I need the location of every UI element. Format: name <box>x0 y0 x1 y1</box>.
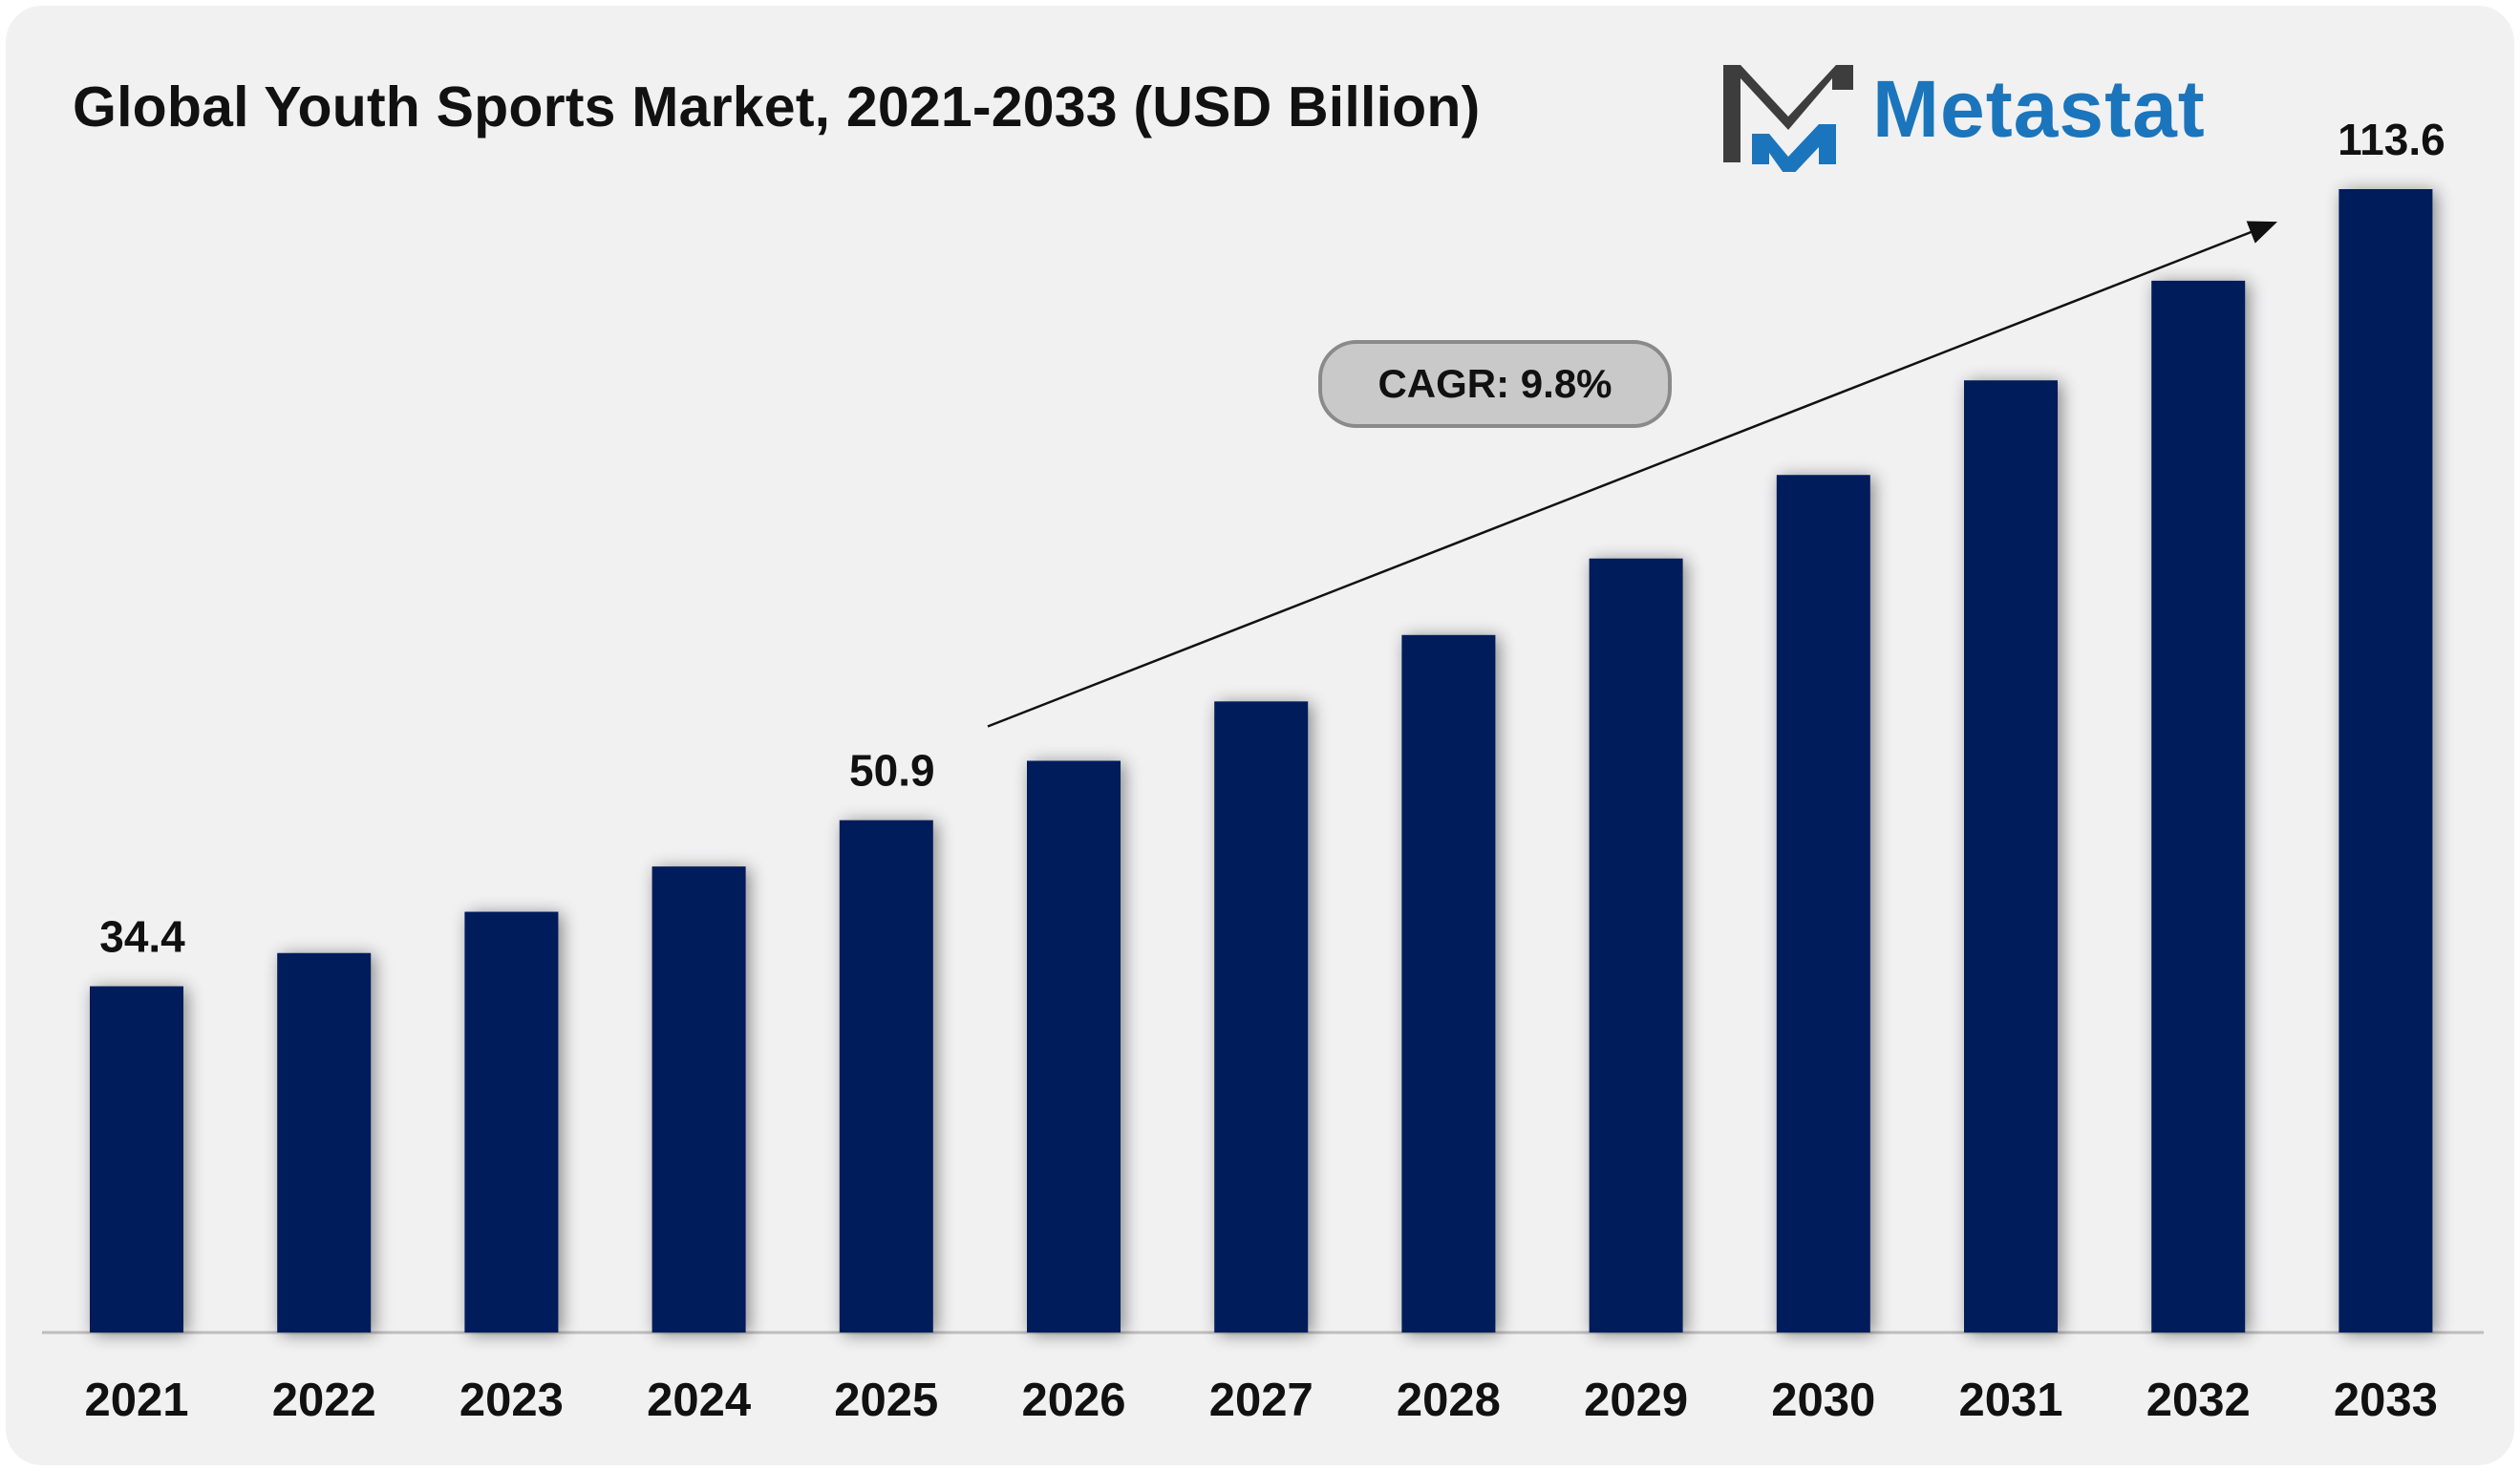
bar-2031 <box>1964 380 2058 1332</box>
bar-2022 <box>277 952 372 1332</box>
bar-2027 <box>1214 701 1309 1332</box>
bar-2023 <box>464 911 559 1332</box>
x-tick-label-2021: 2021 <box>84 1375 188 1426</box>
bar-2030 <box>1776 475 1870 1332</box>
bar-2033 <box>2338 189 2433 1332</box>
x-tick-label-2031: 2031 <box>1958 1375 2062 1426</box>
x-tick-label-2026: 2026 <box>1021 1375 1125 1426</box>
bar-2021 <box>90 986 183 1332</box>
x-tick-label-2023: 2023 <box>459 1375 564 1426</box>
x-tick-label-2033: 2033 <box>2334 1375 2438 1426</box>
bar-2026 <box>1027 760 1121 1332</box>
bar-2024 <box>651 866 746 1332</box>
bar-2028 <box>1401 634 1496 1332</box>
data-label-2025: 50.9 <box>849 746 935 796</box>
x-tick-label-2028: 2028 <box>1397 1375 1501 1426</box>
x-tick-label-2022: 2022 <box>272 1375 376 1426</box>
bar-2025 <box>839 820 933 1332</box>
trend-arrow <box>987 221 2278 728</box>
x-tick-label-2030: 2030 <box>1771 1375 1875 1426</box>
data-label-2021: 34.4 <box>99 912 185 962</box>
metastat-logo-icon <box>1723 65 1853 172</box>
chart-title: Global Youth Sports Market, 2021-2033 (U… <box>73 75 1481 139</box>
x-tick-label-2024: 2024 <box>647 1375 751 1426</box>
data-label-2033: 113.6 <box>2338 115 2445 164</box>
cagr-badge: CAGR: 9.8% <box>1318 340 1672 428</box>
bar-2032 <box>2151 280 2246 1332</box>
brand-name: Metastat <box>1872 64 2206 154</box>
brand-logo: Metastat <box>1719 55 2254 180</box>
x-tick-label-2029: 2029 <box>1584 1375 1688 1426</box>
x-tick-label-2032: 2032 <box>2146 1375 2251 1426</box>
x-tick-label-2027: 2027 <box>1209 1375 1313 1426</box>
x-tick-label-2025: 2025 <box>834 1375 938 1426</box>
bar-2029 <box>1589 558 1683 1332</box>
